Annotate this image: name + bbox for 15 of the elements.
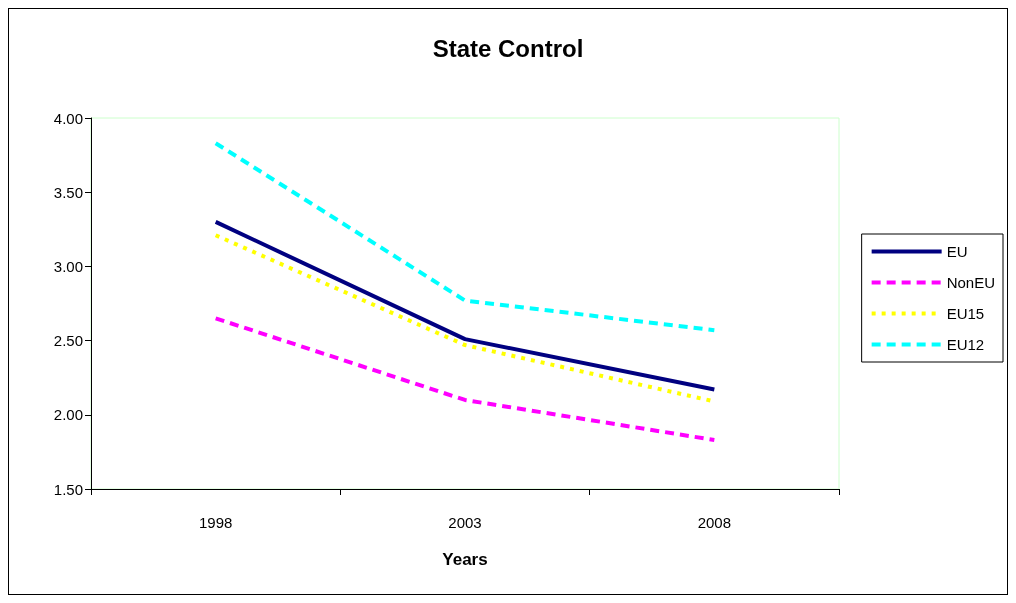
legend-label: EU12 <box>946 336 985 353</box>
y-tick-label: 4.00 <box>53 109 83 127</box>
y-tick-label: 2.50 <box>53 332 83 350</box>
legend-label: EU15 <box>946 305 985 322</box>
x-tick-label: 1998 <box>198 514 233 531</box>
y-tick-label: 3.50 <box>53 183 83 201</box>
chart-title: State Control <box>432 34 584 62</box>
x-tick-label: 2008 <box>697 514 732 531</box>
x-tick-label: 2003 <box>448 514 482 531</box>
y-tick-label: 2.00 <box>53 406 83 424</box>
x-axis-title: Years <box>442 550 488 569</box>
y-tick-label: 1.50 <box>53 480 83 498</box>
y-tick-label: 3.00 <box>53 257 83 275</box>
legend-label: NonEU <box>946 274 995 291</box>
legend-label: EU <box>946 243 968 260</box>
